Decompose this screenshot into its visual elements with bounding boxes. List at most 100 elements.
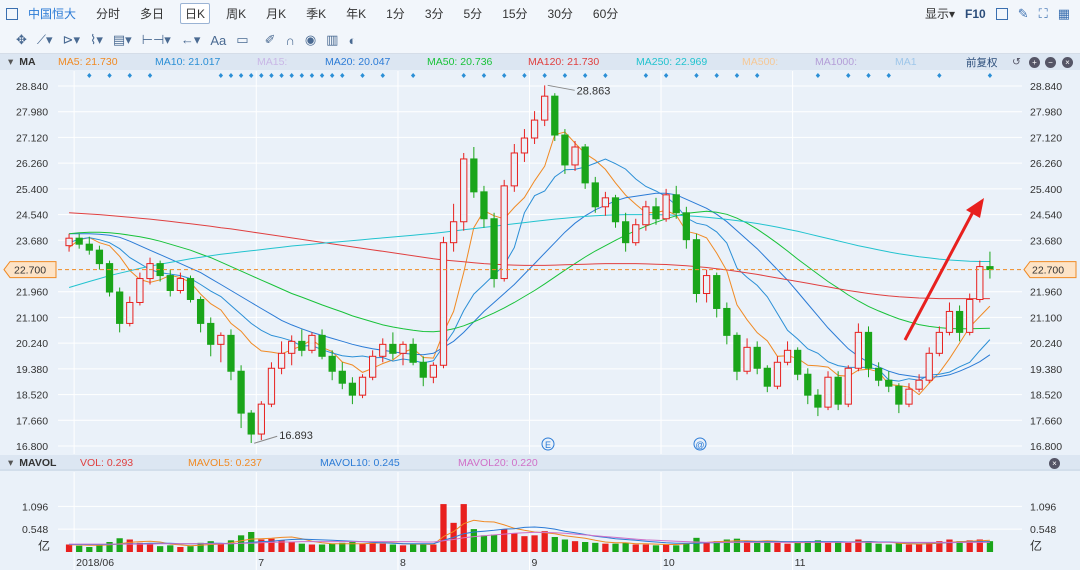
collapse-icon[interactable]: ▾ bbox=[8, 56, 14, 68]
price-tick-left: 21.100 bbox=[16, 312, 48, 324]
sidebar-toggle-icon[interactable] bbox=[6, 7, 18, 20]
candle-body bbox=[976, 266, 984, 300]
pen-icon[interactable]: ✎ bbox=[1017, 5, 1029, 21]
eye-icon[interactable]: ◉ bbox=[304, 32, 317, 47]
vol-collapse-icon[interactable]: ▾ bbox=[8, 457, 14, 469]
wave-tool-icon[interactable]: ⌇▾ bbox=[89, 32, 103, 47]
candle-body bbox=[156, 263, 164, 277]
tab-weekly-k[interactable]: 周K bbox=[226, 7, 247, 21]
ma-marker-dot bbox=[269, 73, 274, 78]
ma-marker-dot bbox=[562, 73, 568, 78]
candle-body bbox=[318, 334, 326, 357]
candle-body bbox=[773, 361, 782, 387]
volume-bar bbox=[885, 544, 892, 552]
candle-body bbox=[247, 412, 255, 435]
range-tool-icon[interactable]: ⊢⊣▾ bbox=[141, 32, 171, 47]
tab-3min[interactable]: 3分 bbox=[424, 7, 444, 21]
adjust-dropdown[interactable]: 前复权 bbox=[966, 56, 998, 69]
tab-stock-name[interactable]: 中国恒大 bbox=[28, 7, 77, 21]
toggle-visibility-icon[interactable]: ◐ bbox=[348, 32, 357, 48]
volume-bar bbox=[764, 541, 771, 552]
ma-marker-dot bbox=[309, 73, 315, 78]
volume-bar bbox=[703, 542, 710, 552]
ma-marker-dot bbox=[319, 73, 325, 78]
tab-1min[interactable]: 1分 bbox=[386, 7, 405, 21]
ma-marker-dot bbox=[289, 73, 294, 78]
crosshair-icon[interactable]: ✥ bbox=[16, 32, 27, 47]
eraser-icon[interactable]: ✐ bbox=[264, 32, 276, 47]
candle-body bbox=[621, 221, 630, 244]
grid-icon[interactable]: ▦ bbox=[1057, 5, 1070, 21]
candle-body bbox=[520, 137, 529, 154]
close-ma-icon[interactable]: × bbox=[1062, 56, 1073, 68]
volume-bar bbox=[642, 544, 650, 552]
candle-body bbox=[409, 343, 417, 363]
tab-monthly-k[interactable]: 月K bbox=[266, 7, 287, 21]
volume-bar bbox=[551, 537, 558, 552]
fibonacci-tool-icon[interactable]: ▤▾ bbox=[112, 32, 132, 47]
volume-bar bbox=[177, 547, 184, 552]
candle-body bbox=[743, 346, 751, 372]
tab-daily-k[interactable]: 日K bbox=[180, 3, 211, 24]
fullscreen-icon[interactable]: ⛶ bbox=[1038, 5, 1048, 21]
candle-body bbox=[85, 243, 93, 251]
ma-marker-dot bbox=[87, 73, 92, 78]
volume-bar bbox=[814, 540, 822, 552]
price-tick-right: 20.240 bbox=[1030, 338, 1062, 350]
zoom-out-icon[interactable]: − bbox=[1045, 56, 1056, 68]
candle-body bbox=[288, 340, 296, 354]
volume-bar bbox=[915, 544, 923, 552]
volume-tick-right: 0.548 bbox=[1030, 524, 1056, 536]
price-tick-left: 25.400 bbox=[16, 184, 48, 196]
tab-30min[interactable]: 30分 bbox=[547, 7, 573, 21]
ma-marker-dot bbox=[866, 73, 871, 78]
f10-button[interactable]: F10 bbox=[965, 6, 986, 21]
volume-bar bbox=[65, 544, 73, 552]
text-tool[interactable]: Aa bbox=[210, 32, 227, 48]
candle-body bbox=[541, 95, 549, 121]
magnet-icon[interactable]: ∩ bbox=[285, 32, 295, 48]
candle-body bbox=[955, 310, 964, 333]
ma-marker-dot bbox=[127, 73, 132, 78]
candle-body bbox=[935, 331, 943, 354]
volume-bar bbox=[379, 543, 386, 552]
channel-tool-icon[interactable]: ⊳▾ bbox=[62, 32, 80, 47]
window-layout-icon[interactable] bbox=[995, 7, 1008, 20]
price-tick-left: 27.980 bbox=[16, 107, 48, 119]
ma-marker-dot bbox=[299, 73, 305, 78]
candle-body bbox=[945, 310, 954, 333]
zoom-in-icon[interactable]: + bbox=[1029, 56, 1040, 68]
tab-15min[interactable]: 15分 bbox=[502, 7, 528, 21]
line-tool-icon[interactable]: ⟋▾ bbox=[36, 32, 53, 47]
tab-quarterly-k[interactable]: 季K bbox=[306, 7, 327, 21]
volume-bar bbox=[329, 543, 336, 552]
candle-body bbox=[844, 367, 852, 405]
candle-body bbox=[874, 367, 883, 381]
volume-bar bbox=[693, 537, 700, 552]
tab-multiday[interactable]: 多日 bbox=[140, 7, 165, 21]
comment-tool-icon[interactable]: ▭ bbox=[236, 32, 249, 47]
low-label: 16.893 bbox=[279, 430, 313, 442]
display-dropdown[interactable]: 显示▾ bbox=[924, 7, 955, 21]
high-marker-line bbox=[547, 84, 575, 91]
undo-icon[interactable]: ↺ bbox=[1012, 56, 1021, 68]
mavol-label[interactable]: MAVOL bbox=[19, 457, 57, 469]
ma-label[interactable]: MA bbox=[19, 56, 36, 68]
arrow-tool-icon[interactable]: ←▾ bbox=[180, 32, 201, 47]
close-vol-icon[interactable]: × bbox=[1049, 457, 1060, 469]
ma-line-ma120 bbox=[69, 212, 990, 300]
tab-5min[interactable]: 5分 bbox=[463, 7, 483, 21]
tab-60min[interactable]: 60分 bbox=[592, 7, 619, 21]
candle-body bbox=[986, 266, 994, 271]
tab-yearly-k[interactable]: 年K bbox=[346, 7, 367, 21]
tab-intraday[interactable]: 分时 bbox=[96, 7, 121, 21]
ma-marker-dot bbox=[694, 73, 699, 78]
ma-marker-dot bbox=[107, 73, 112, 78]
toolbar-right: 显示▾ F10 ✎ ⛶ ▦ bbox=[925, 5, 1080, 22]
volume-bar bbox=[116, 538, 123, 552]
current-price-tag-right bbox=[1023, 261, 1077, 279]
volume-bar bbox=[531, 535, 538, 552]
price-tick-right: 23.680 bbox=[1030, 235, 1062, 247]
candle-body bbox=[854, 331, 863, 369]
trash-icon[interactable]: ▥ bbox=[326, 32, 339, 47]
